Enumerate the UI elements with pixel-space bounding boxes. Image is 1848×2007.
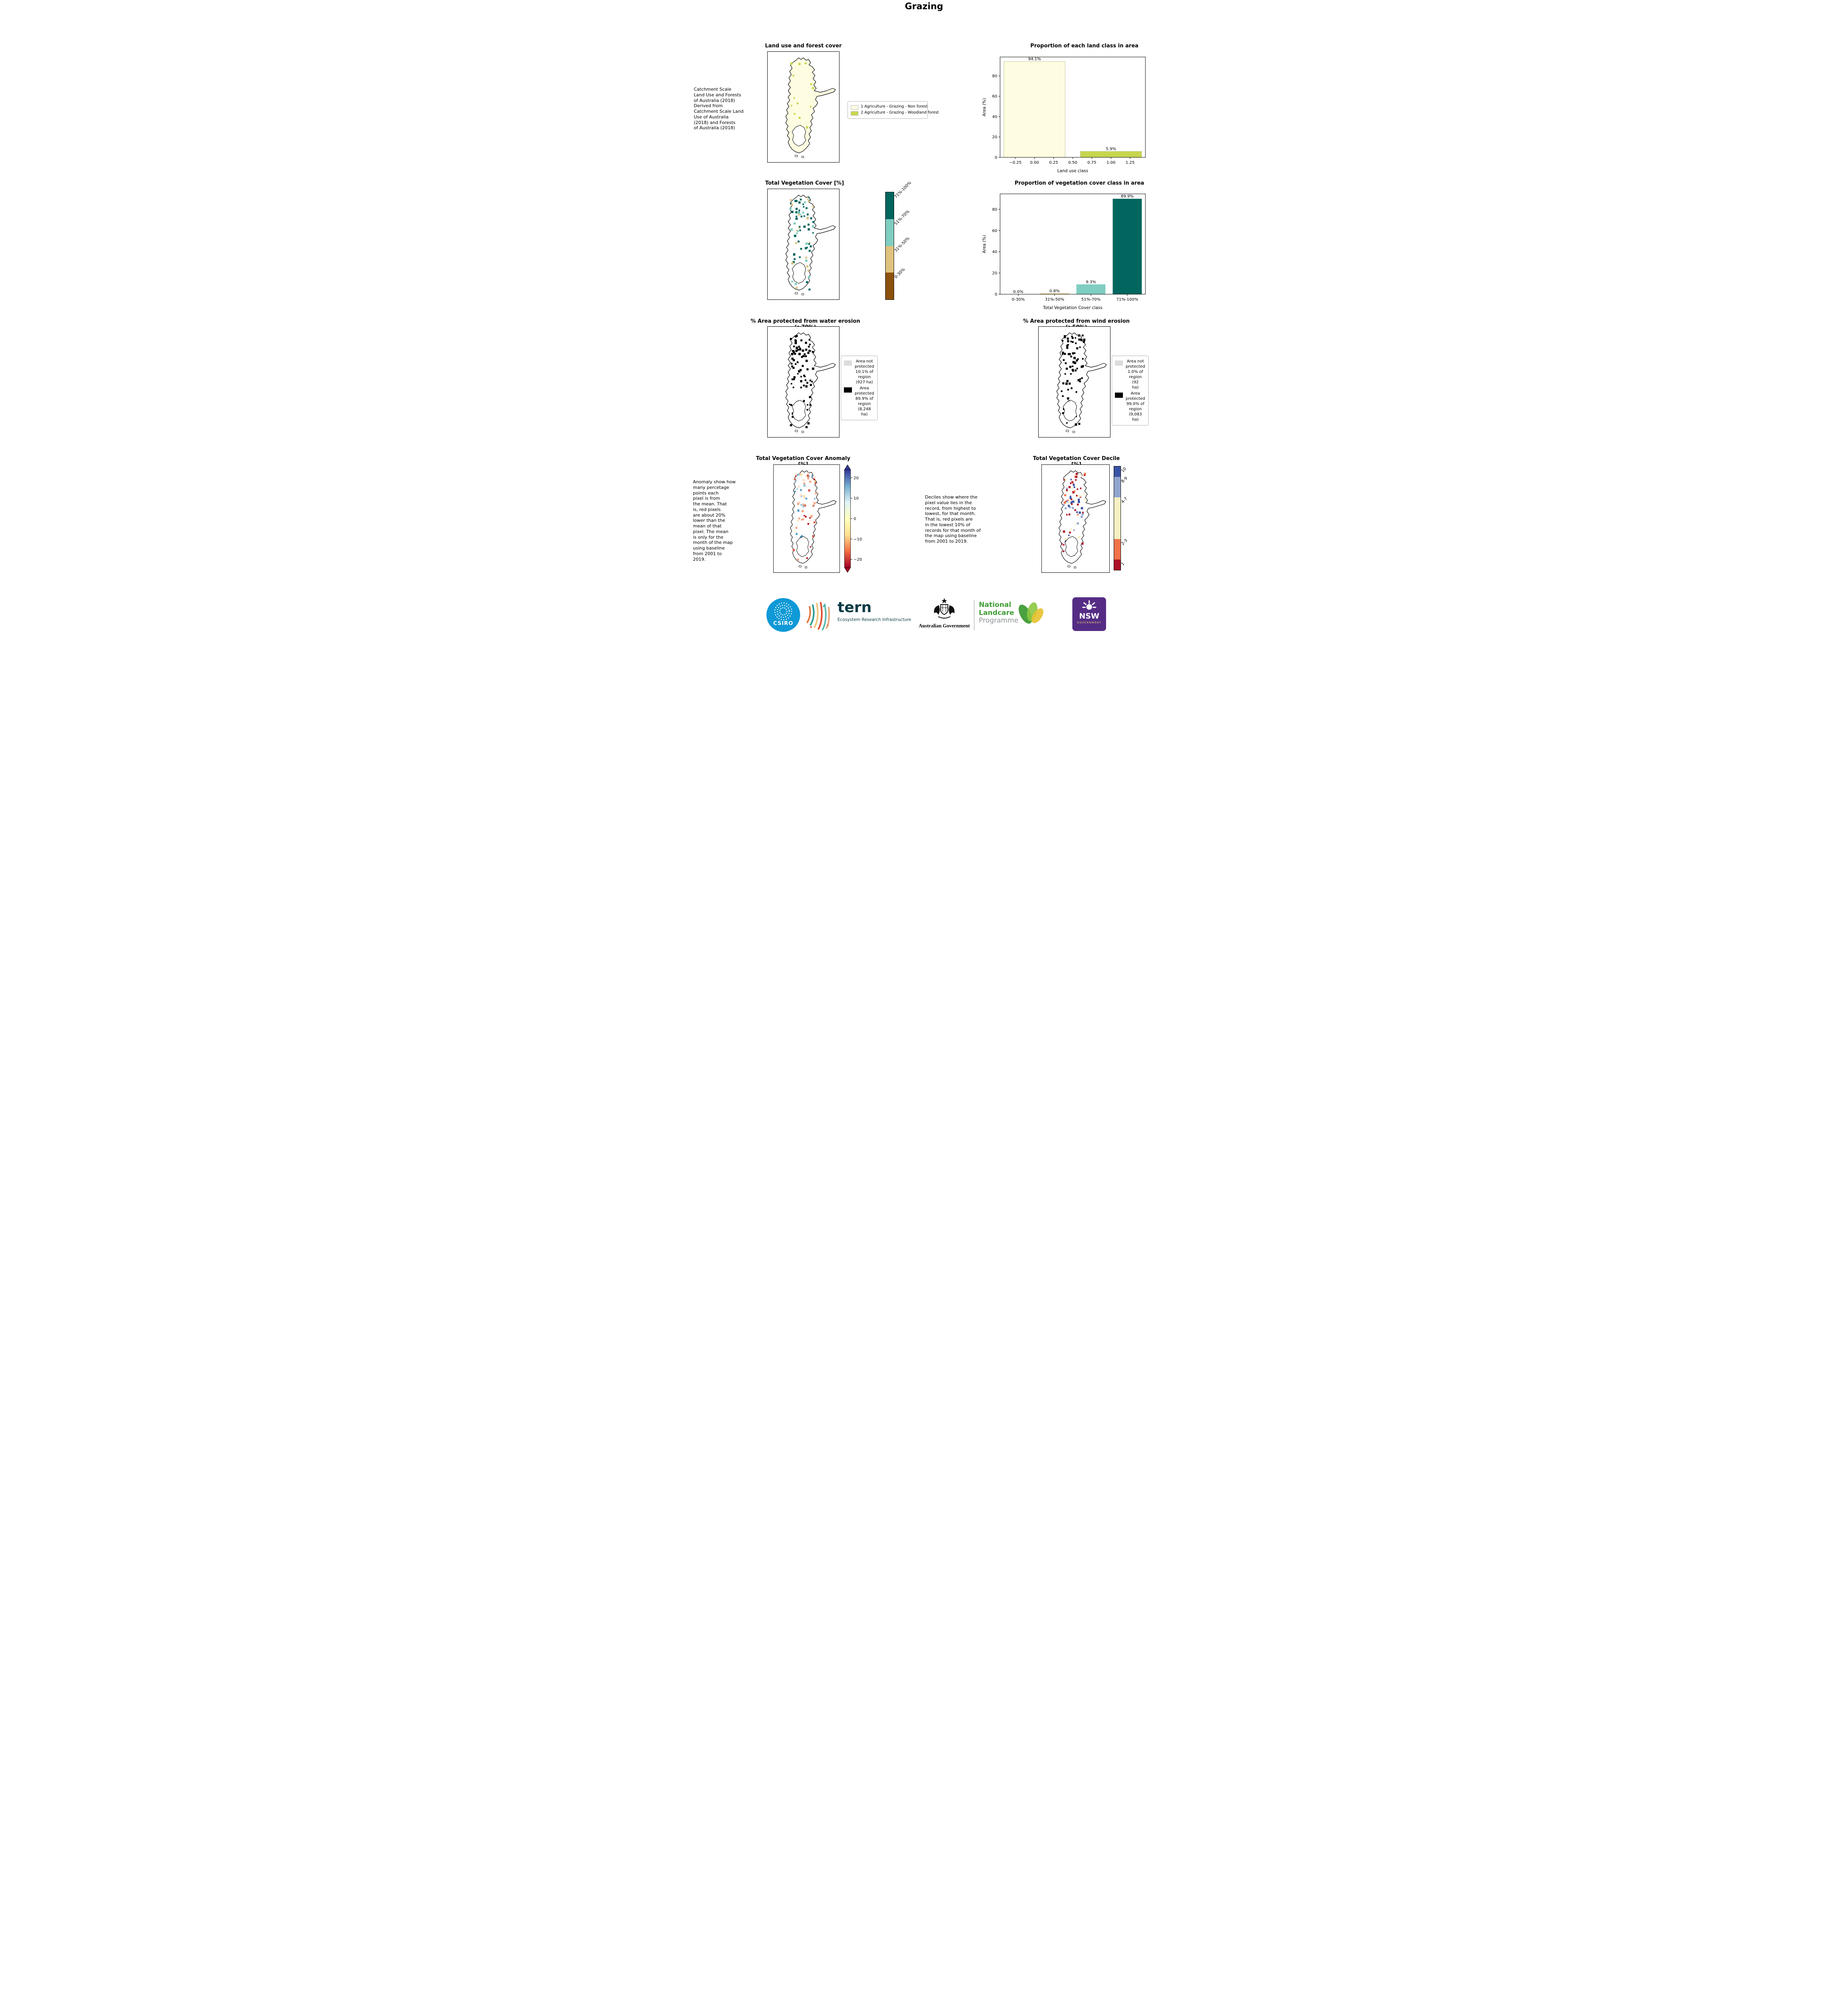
australian-government-label: Australian Government (919, 623, 970, 629)
wind-protected-label: Area protected 99.0% of region (9,083 ha… (1125, 391, 1145, 422)
land-class-chart-title: Proportion of each land class in area (1030, 43, 1139, 49)
nonforest-swatch (851, 105, 858, 110)
land-class-bar-chart: 94.1% 5.9% 0 20 40 60 80 −0.25 0.00 0.25 0.50 0.75 1… (981, 51, 1149, 176)
svg-text:20: 20 (992, 135, 997, 140)
decile-colorbar: 10 8-9 4-7 2-3 1 (1114, 466, 1128, 570)
water-protected-item: Area protected 89.9% of region (8,248 ha… (844, 386, 874, 417)
csiro-dots-icon (774, 602, 793, 621)
svg-text:1.00: 1.00 (1106, 161, 1115, 165)
svg-text:40: 40 (992, 250, 997, 254)
water-erosion-map (767, 326, 839, 438)
wind-protected-swatch (1115, 393, 1123, 398)
wind-erosion-map (1038, 326, 1110, 438)
landcare-logo: National Landcare Programme (979, 601, 1019, 625)
australian-government-logo: Australian Government (916, 597, 972, 629)
water-protected-label: Area protected 89.9% of region (8,248 ha… (854, 386, 874, 417)
svg-text:60: 60 (992, 229, 997, 233)
legend-item-woodland: 2 Agriculture - Grazing - Woodland fores… (851, 110, 939, 116)
woodland-label: 2 Agriculture - Grazing - Woodland fores… (861, 110, 939, 115)
decile-note: Deciles show where the pixel value lies … (925, 495, 981, 544)
anomaly-colorbar: 20 10 0 −10 −20 (844, 464, 866, 573)
page-title: Grazing (905, 2, 943, 12)
landcare-line2: Landcare (979, 609, 1015, 617)
svg-text:0: 0 (854, 517, 856, 521)
tern-tagline: Ecosystem Research Infrastructure (837, 617, 911, 622)
wind-protected-item: Area protected 99.0% of region (9,083 ha… (1115, 391, 1145, 422)
australian-government-crest-icon (934, 598, 955, 619)
veg-class-bar-chart: 0.0% 0.8% 9.3% 89.9% 0 20 40 60 80 0-30% 31%-50% 51… (981, 188, 1149, 313)
landcare-line3: Programme (979, 617, 1019, 625)
water-not-protected-item: Area not protected 10.1% of region (927 … (844, 359, 874, 385)
svg-text:−20: −20 (854, 558, 862, 562)
svg-text:0.8%: 0.8% (1049, 289, 1059, 293)
land-use-legend: 1 Agriculture - Grazing - Non forest 2 A… (848, 101, 939, 119)
svg-text:71%-100%: 71%-100% (1117, 297, 1138, 302)
land-use-map-title: Land use and forest cover (765, 43, 842, 49)
svg-text:31%-50%: 31%-50% (1045, 297, 1064, 302)
svg-text:0.75: 0.75 (1087, 161, 1096, 165)
svg-text:20: 20 (992, 271, 997, 276)
nsw-sub-label: GOVERNMENT (1077, 621, 1102, 624)
svg-text:51%-70%: 51%-70% (1081, 297, 1100, 302)
csiro-label: CSIRO (773, 621, 794, 627)
svg-text:0.50: 0.50 (1068, 161, 1077, 165)
nonforest-label: 1 Agriculture - Grazing - Non forest (861, 104, 928, 109)
waratah-icon (1082, 600, 1096, 610)
land-use-map (767, 51, 839, 163)
svg-text:10: 10 (854, 497, 859, 501)
wind-not-protected-swatch (1115, 360, 1123, 366)
tern-logo: tern Ecosystem Research Infrastructure (837, 599, 911, 623)
svg-text:0.00: 0.00 (1030, 161, 1039, 165)
footer-logos: CSIRO tern Ecosystem Research Infrastruc… (693, 597, 1155, 635)
svg-text:80: 80 (992, 208, 997, 212)
indigenous-artwork (806, 602, 830, 631)
svg-text:−10: −10 (854, 537, 862, 541)
woodland-swatch (851, 111, 858, 116)
svg-text:0: 0 (995, 156, 997, 160)
wind-erosion-legend: Area not protected 1.0% of region (92 ha… (1112, 356, 1149, 425)
nsw-label: NSW (1079, 612, 1100, 621)
decile-map (1041, 464, 1110, 573)
svg-text:20: 20 (854, 476, 859, 480)
landcare-line1: National (979, 601, 1011, 609)
anomaly-map (773, 464, 840, 573)
water-erosion-legend: Area not protected 10.1% of region (927 … (841, 356, 878, 420)
svg-text:60: 60 (992, 94, 997, 99)
water-protected-swatch (844, 387, 852, 393)
svg-text:Land use class: Land use class (1057, 169, 1088, 173)
svg-text:−0.25: −0.25 (1009, 161, 1022, 165)
svg-text:9.3%: 9.3% (1086, 280, 1096, 284)
svg-text:80: 80 (992, 74, 997, 78)
veg-cover-map (767, 189, 839, 300)
report-page: Grazing Catchment Scale Land Use and For… (693, 0, 1155, 637)
water-not-protected-label: Area not protected 10.1% of region (927 … (854, 359, 874, 385)
svg-text:94.1%: 94.1% (1028, 57, 1041, 61)
veg-class-chart-title: Proportion of vegetation cover class in … (1015, 180, 1144, 186)
svg-text:Area (%): Area (%) (982, 98, 987, 116)
svg-text:0.25: 0.25 (1049, 161, 1058, 165)
svg-text:0-30%: 0-30% (1012, 297, 1025, 302)
svg-text:1.25: 1.25 (1126, 161, 1135, 165)
land-use-source-note: Catchment Scale Land Use and Forests of … (694, 87, 744, 131)
anomaly-note: Anomaly show how many percetage points e… (693, 479, 736, 562)
legend-item-nonforest: 1 Agriculture - Grazing - Non forest (851, 104, 928, 110)
csiro-logo: CSIRO (766, 598, 800, 632)
svg-text:40: 40 (992, 115, 997, 119)
svg-text:0: 0 (995, 293, 997, 297)
water-not-protected-swatch (844, 360, 852, 366)
landcare-leaves-icon (1019, 602, 1043, 624)
svg-text:Total Vegetation Cover class: Total Vegetation Cover class (1043, 305, 1102, 310)
nsw-government-logo: NSW GOVERNMENT (1072, 597, 1106, 631)
svg-text:5.9%: 5.9% (1106, 147, 1116, 151)
svg-text:Area (%): Area (%) (982, 235, 987, 253)
svg-text:0.0%: 0.0% (1013, 290, 1023, 294)
veg-cover-colorbar: 71%-100% 51%-70% 31%-50% 0-30% (885, 181, 912, 300)
tern-label: tern (837, 599, 872, 616)
veg-cover-map-title: Total Vegetation Cover [%] (765, 180, 844, 186)
wind-not-protected-item: Area not protected 1.0% of region (92 ha… (1115, 359, 1145, 390)
svg-text:89.9%: 89.9% (1121, 194, 1134, 199)
wind-not-protected-label: Area not protected 1.0% of region (92 ha… (1125, 359, 1145, 390)
